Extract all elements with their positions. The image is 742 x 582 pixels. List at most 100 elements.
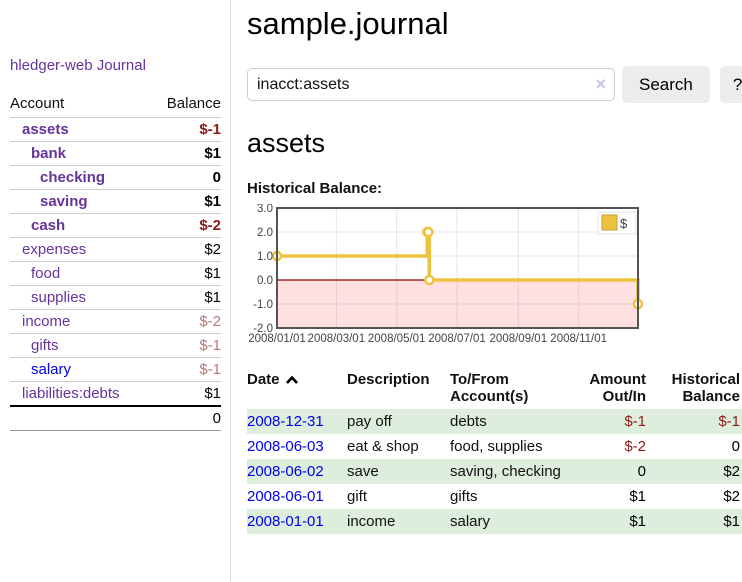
app-title-link[interactable]: hledger-web (10, 57, 93, 74)
register-header-amount-line2: Out/In (602, 388, 646, 405)
transaction-accounts: food, supplies (450, 438, 543, 455)
page-title: sample.journal (247, 6, 449, 41)
sidebar-item-journal[interactable]: Journal (96, 57, 146, 74)
accounts-header-row: Account Balance (10, 92, 221, 118)
register-row: 2008-06-02 save saving, checking 0 $2 (247, 459, 742, 484)
account-row: food $1 (10, 261, 221, 286)
search-button[interactable]: Search (622, 66, 710, 103)
transaction-date-link[interactable]: 2008-06-02 (247, 463, 324, 480)
svg-text:3.0: 3.0 (257, 204, 273, 215)
transaction-accounts: salary (450, 509, 568, 534)
register-header-balance-line2: Balance (682, 388, 740, 405)
account-balance: $2 (151, 237, 221, 262)
transaction-description: income (347, 509, 450, 534)
account-link-supplies[interactable]: supplies (31, 289, 87, 306)
register-table: Date Description To/From Account(s) Amou… (247, 367, 742, 534)
sidebar: hledger-web Journal Account Balance asse… (0, 0, 231, 582)
account-balance: $1 (151, 285, 221, 310)
chart-container: $3.0 2.0 1.0 0.0 -1.0 -2.0 2008/01/01 2008/03/0… (247, 203, 742, 351)
register-header-description: Description (347, 371, 430, 388)
sort-ascending-icon (285, 375, 298, 384)
svg-text:2008/03/01: 2008/03/01 (308, 333, 366, 345)
accounts-table: Account Balance assets $-1 bank $1 checking 0… (10, 92, 221, 431)
account-row: liabilities:debts $1 (10, 381, 221, 406)
register-row: 2008-06-03 eat & shop food, supplies $-2 0 (247, 434, 742, 459)
account-balance: $1 (151, 381, 221, 406)
svg-text:0.0: 0.0 (257, 275, 273, 287)
transaction-accounts: debts (450, 409, 568, 434)
account-balance: $-2 (151, 213, 221, 238)
transaction-date-link[interactable]: 2008-06-03 (247, 438, 324, 455)
register-header-amount-line1: Amount (589, 371, 646, 388)
transaction-date-link[interactable]: 2008-01-01 (247, 513, 324, 530)
svg-text:2008/09/01: 2008/09/01 (490, 333, 548, 345)
account-row: income $-2 (10, 309, 221, 334)
register-header-date[interactable]: Date (247, 367, 347, 409)
transaction-description: gift (347, 488, 368, 505)
transaction-amount: $-1 (568, 409, 648, 434)
register-header-date-label: Date (247, 371, 280, 388)
transaction-description: eat & shop (347, 438, 419, 455)
account-balance: $1 (151, 141, 221, 166)
register-table-body: 2008-12-31 pay off debts $-1 $-1 2008-06-03 ea… (247, 409, 742, 534)
transaction-amount: 0 (568, 459, 648, 484)
account-balance: 0 (151, 165, 221, 190)
transaction-accounts: gifts (450, 488, 478, 505)
account-link-food[interactable]: food (31, 265, 61, 282)
accounts-total-row: 0 (10, 405, 221, 431)
account-balance: $-1 (151, 333, 221, 358)
main-content: sample.journal × Search ? assets Histori… (231, 0, 742, 582)
register-row: 2008-06-01 gift gifts $1 $2 (247, 484, 742, 509)
account-link-expenses[interactable]: expenses (22, 241, 87, 258)
account-row: assets $-1 (10, 117, 221, 142)
register-header-row: Date Description To/From Account(s) Amou… (247, 367, 742, 409)
search-input-wrap: × (247, 68, 615, 101)
account-row: supplies $1 (10, 285, 221, 310)
svg-text:2008/01/01: 2008/01/01 (248, 333, 306, 345)
account-link-assets[interactable]: assets (22, 121, 69, 138)
account-link-checking[interactable]: checking (40, 169, 106, 186)
svg-text:2.0: 2.0 (257, 227, 273, 239)
transaction-amount: $1 (568, 509, 648, 534)
account-balance: $-1 (151, 357, 221, 382)
account-balance: $-1 (151, 117, 221, 142)
account-link-income[interactable]: income (22, 313, 71, 330)
svg-text:-1.0: -1.0 (253, 299, 273, 311)
register-header-amount: Amount Out/In (568, 367, 648, 409)
account-link-bank[interactable]: bank (31, 145, 67, 162)
transaction-description: save (347, 459, 450, 484)
account-link-salary[interactable]: salary (31, 361, 72, 378)
register-row: 2008-12-31 pay off debts $-1 $-1 (247, 409, 742, 434)
transaction-date-link[interactable]: 2008-12-31 (247, 413, 324, 430)
transaction-description: pay off (347, 409, 450, 434)
account-row: expenses $2 (10, 237, 221, 262)
account-link-cash[interactable]: cash (31, 217, 66, 234)
account-balance: $-2 (151, 309, 221, 334)
search-input[interactable] (247, 68, 615, 101)
svg-text:2008/11/01: 2008/11/01 (550, 333, 607, 345)
account-link-gifts[interactable]: gifts (31, 337, 59, 354)
register-header-balance-line1: Historical (671, 371, 740, 388)
account-link-liabilities-debts[interactable]: liabilities:debts (22, 385, 120, 402)
account-heading: assets (247, 128, 326, 158)
account-row: bank $1 (10, 141, 221, 166)
register-header-accounts-line2: Account(s) (450, 388, 529, 405)
account-link-saving[interactable]: saving (40, 193, 88, 210)
svg-text:-2.0: -2.0 (253, 323, 273, 335)
transaction-balance: $-1 (648, 409, 742, 434)
accounts-total-spacer (10, 405, 152, 431)
search-bar: × Search ? (247, 66, 742, 103)
svg-text:2008/05/01: 2008/05/01 (368, 333, 426, 345)
account-row: checking 0 (10, 165, 221, 190)
account-balance: $1 (151, 189, 221, 214)
accounts-header-account: Account (10, 95, 65, 112)
register-row: 2008-01-01 income salary $1 $1 (247, 509, 742, 534)
register-header-balance: Historical Balance (648, 367, 742, 409)
transaction-date-link[interactable]: 2008-06-01 (247, 488, 324, 505)
clear-search-icon[interactable]: × (595, 74, 606, 94)
transaction-balance: $2 (723, 488, 740, 505)
account-row: saving $1 (10, 189, 221, 214)
help-button[interactable]: ? (719, 66, 742, 103)
